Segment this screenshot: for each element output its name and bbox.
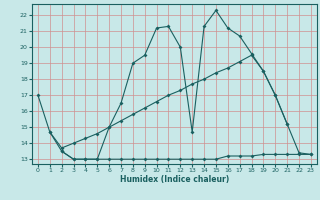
X-axis label: Humidex (Indice chaleur): Humidex (Indice chaleur) xyxy=(120,175,229,184)
